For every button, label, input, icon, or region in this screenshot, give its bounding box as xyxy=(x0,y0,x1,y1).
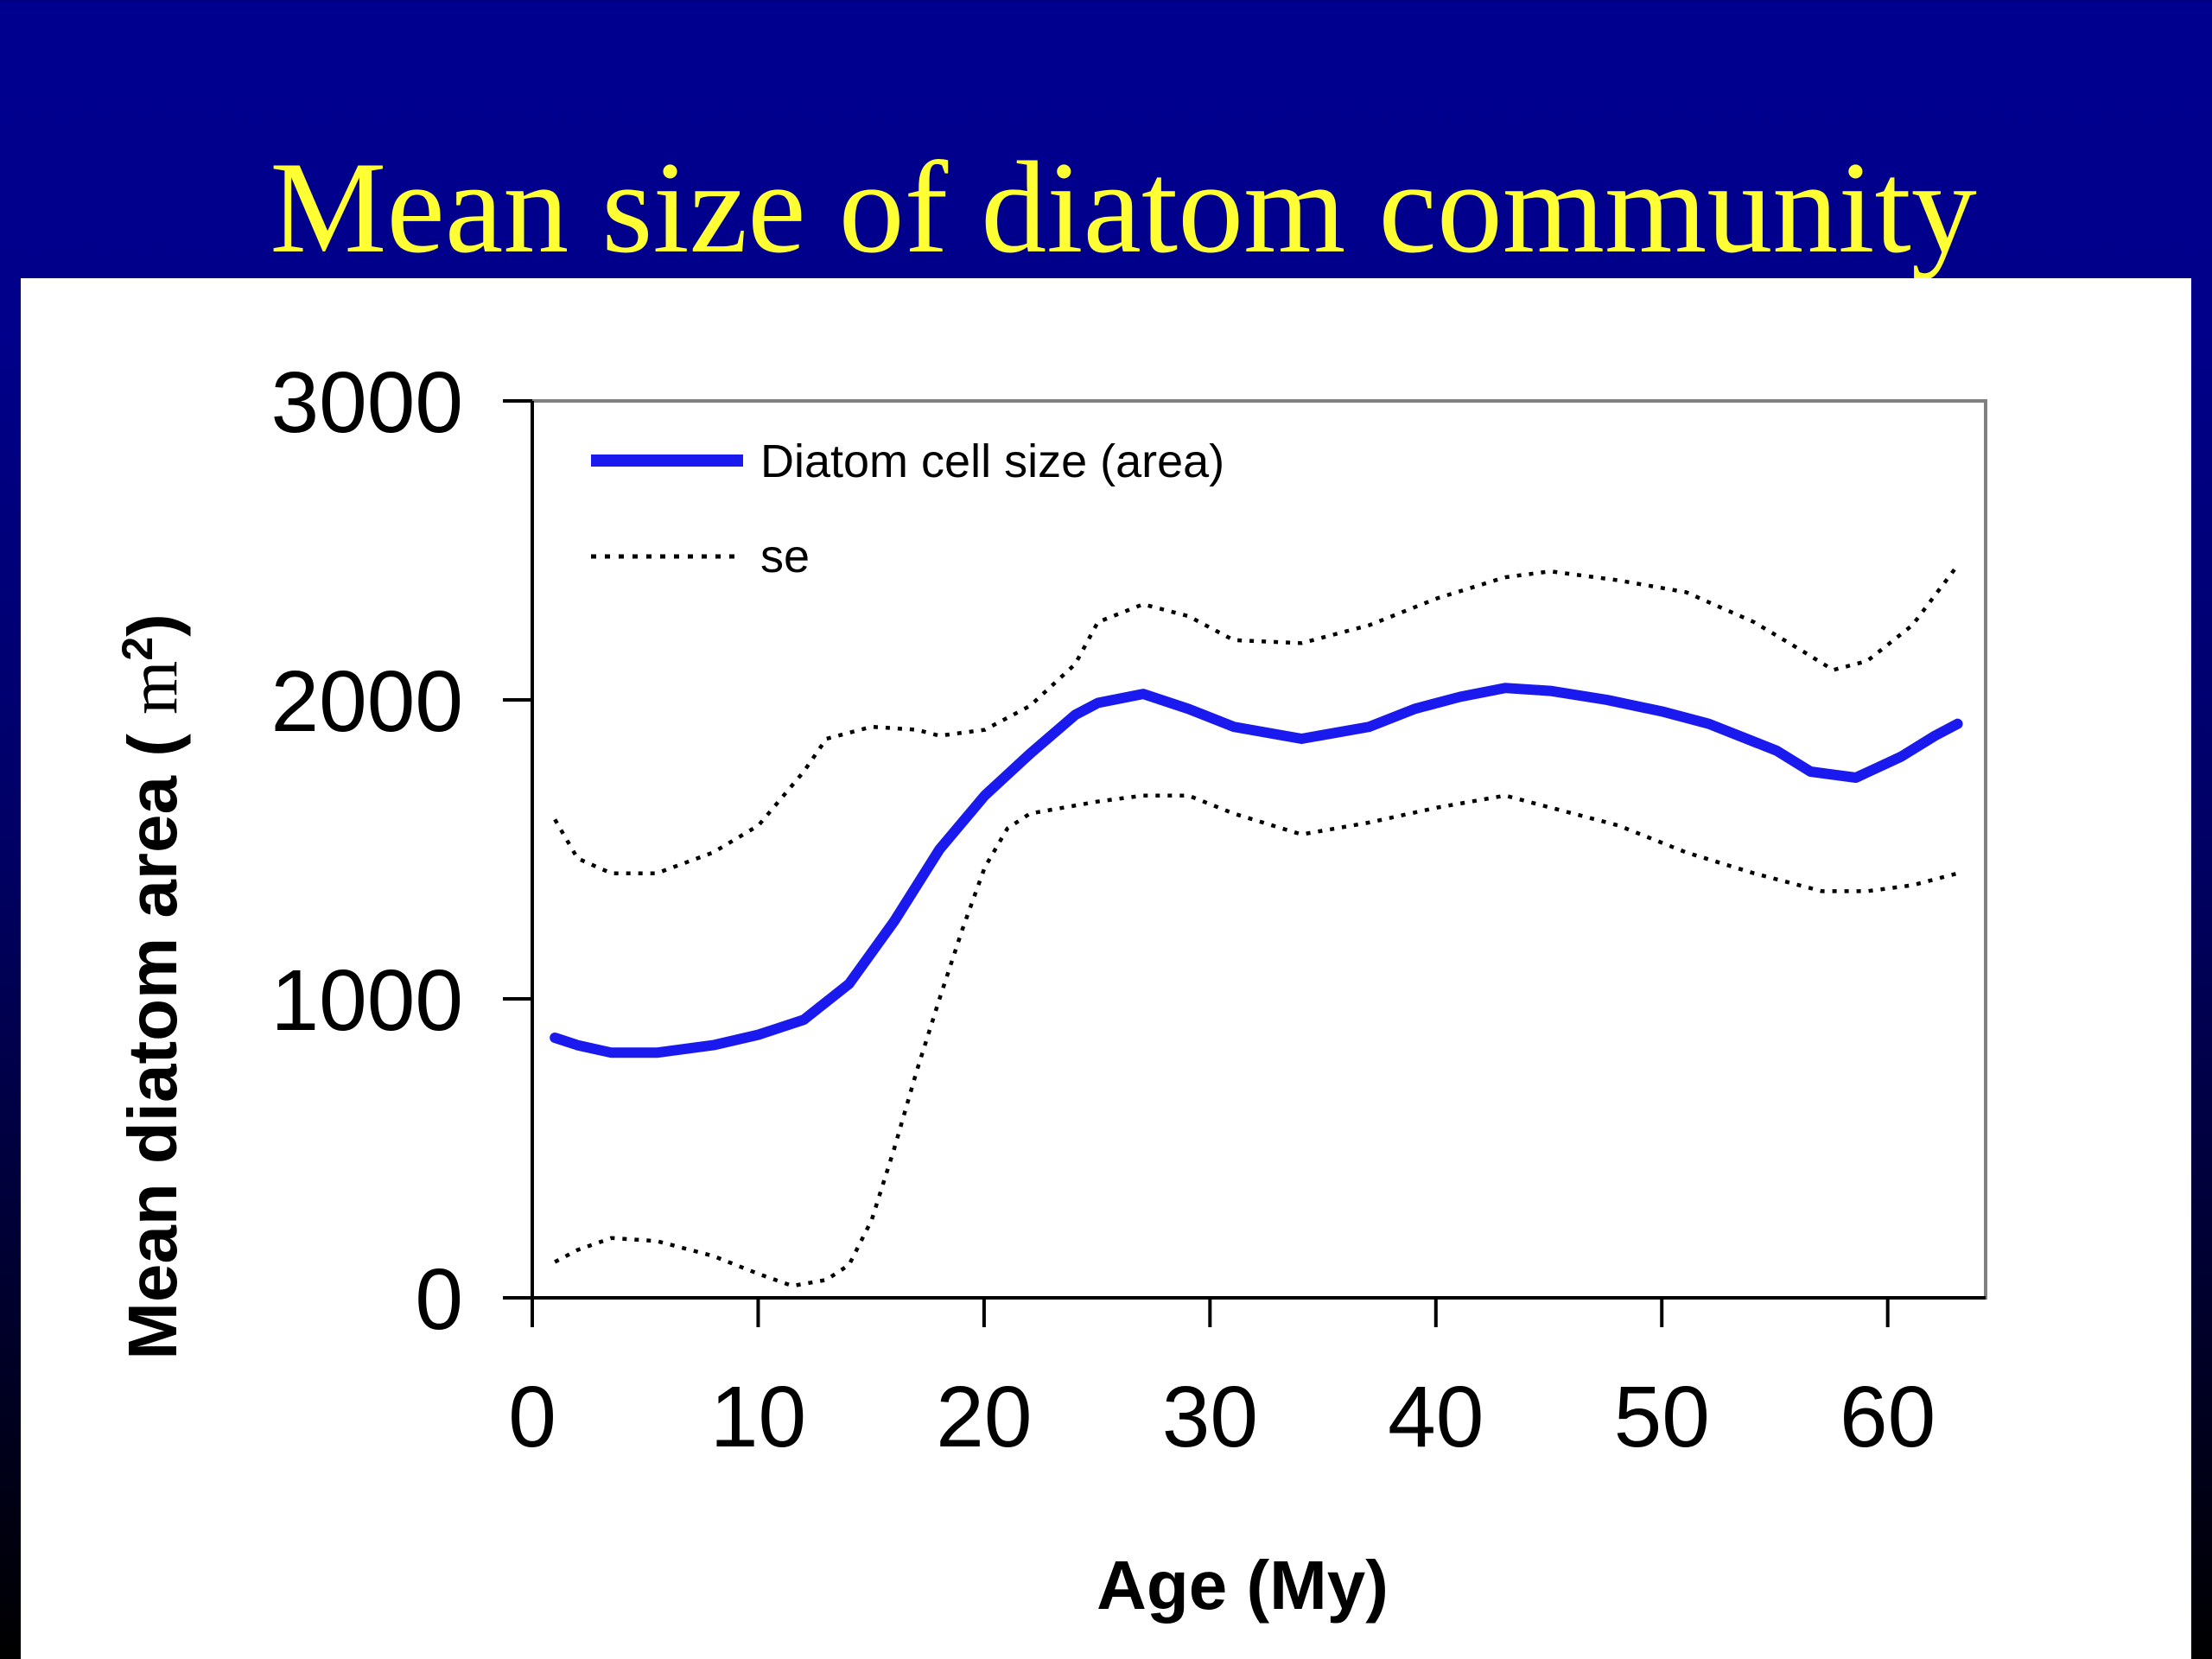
axes xyxy=(503,399,1986,1327)
series-line-cell-size xyxy=(550,683,1963,1058)
y-axis-title: Mean diatom area ( m2) xyxy=(113,613,192,1360)
x-tick-label: 0 xyxy=(508,1369,556,1465)
legend-label-cell-size: Diatom cell size (area) xyxy=(760,435,1224,487)
x-tick-label: 60 xyxy=(1840,1369,1936,1465)
chart-panel: 0 1000 2000 3000 0 10 20 30 40 50 60 Diatom cell s… xyxy=(21,278,2191,1659)
x-axis-title: Age (My) xyxy=(1096,1547,1389,1624)
x-tick-label: 40 xyxy=(1388,1369,1484,1465)
series-line-se-upper xyxy=(553,563,1960,875)
y-axis-title-prefix: Mean diatom area ( xyxy=(114,715,191,1360)
legend-label-se: se xyxy=(760,531,810,582)
x-tick-label: 10 xyxy=(710,1369,806,1465)
tick-labels: 0 1000 2000 3000 0 10 20 30 40 50 60 xyxy=(271,354,1936,1465)
slide-title: Mean size of diatom community xyxy=(270,135,1977,280)
x-tick-label: 50 xyxy=(1614,1369,1710,1465)
series-layer xyxy=(550,563,1963,1288)
y-axis-title-suffix: ) xyxy=(114,613,191,637)
series-line-se-lower xyxy=(554,793,1959,1288)
y-axis-title-unit: m xyxy=(116,661,192,715)
y-tick-label: 2000 xyxy=(271,653,463,750)
x-tick-label: 20 xyxy=(936,1369,1032,1465)
y-axis-title-superscript: 2 xyxy=(113,637,162,661)
legend: Diatom cell size (area) se xyxy=(591,435,1224,582)
x-tick-label: 30 xyxy=(1162,1369,1258,1465)
plot-area-border xyxy=(531,399,1987,1300)
y-tick-label: 3000 xyxy=(271,354,463,451)
y-tick-label: 1000 xyxy=(271,952,463,1049)
y-tick-label: 0 xyxy=(415,1251,463,1348)
line-chart: 0 1000 2000 3000 0 10 20 30 40 50 60 Diatom cell s… xyxy=(113,354,1987,1624)
